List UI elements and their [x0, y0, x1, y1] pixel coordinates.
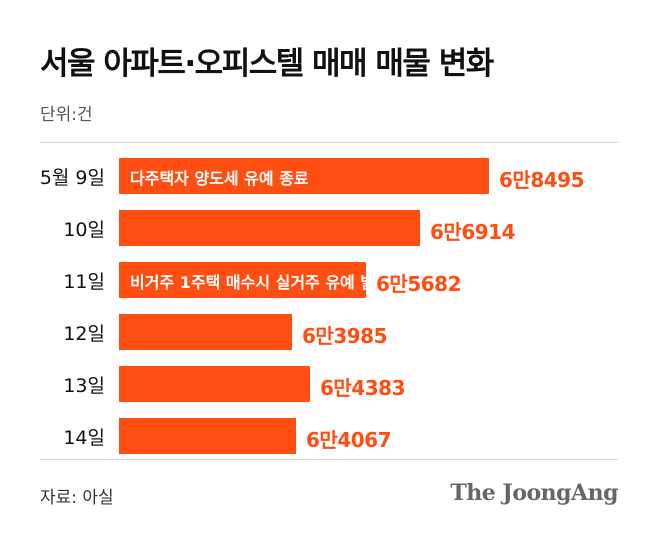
value-label: 6만4383: [320, 376, 405, 400]
bar: [119, 210, 420, 246]
category-label: 12일: [63, 323, 105, 345]
category-label: 11일: [63, 271, 105, 293]
source-label: 자료: 아실: [40, 488, 114, 508]
value-label: 6만4067: [306, 428, 391, 452]
value-label: 6만5682: [376, 272, 461, 296]
bar-row: 12일 6만3985: [0, 306, 658, 358]
brand-logo: The JoongAng: [450, 480, 618, 506]
value-label: 6만3985: [302, 324, 387, 348]
bar: [119, 262, 366, 298]
bottom-divider: [40, 459, 618, 460]
bar-annotation: 다주택자 양도세 유예 종료: [130, 169, 309, 188]
value-label: 6만6914: [430, 220, 515, 244]
category-label: 13일: [63, 375, 105, 397]
bar-row: 5월 9일 다주택자 양도세 유예 종료 6만8495: [0, 150, 658, 202]
bar-row: 14일 6만4067: [0, 410, 658, 462]
category-label: 5월 9일: [39, 167, 105, 189]
bar: [119, 314, 292, 350]
bar-row: 10일 6만6914: [0, 202, 658, 254]
category-label: 14일: [63, 427, 105, 449]
category-label: 10일: [63, 219, 105, 241]
bar: [119, 366, 310, 402]
top-divider: [40, 142, 618, 143]
chart-title: 서울 아파트·오피스텔 매매 매물 변화: [40, 46, 494, 82]
bar: [119, 158, 489, 194]
bar: [119, 418, 296, 454]
bar-annotation: 비거주 1주택 매수시 실거주 유예 발표: [130, 273, 390, 292]
value-label: 6만8495: [499, 168, 584, 192]
unit-label: 단위:건: [40, 105, 93, 125]
bar-row: 13일 6만4383: [0, 358, 658, 410]
bar-row: 11일 비거주 1주택 매수시 실거주 유예 발표 6만5682: [0, 254, 658, 306]
